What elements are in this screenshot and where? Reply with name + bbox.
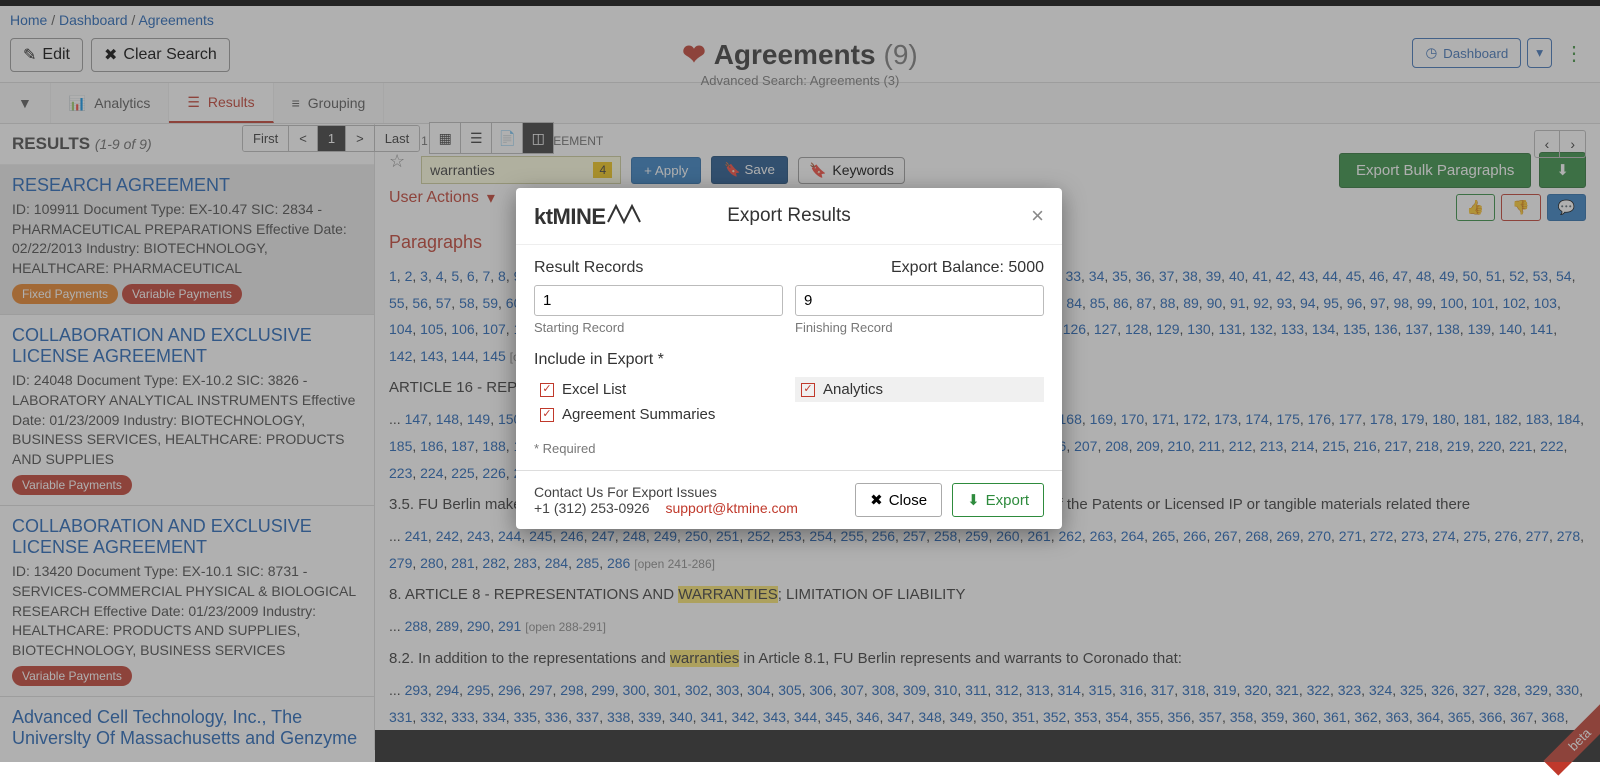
summaries-checkbox[interactable]: ✓Agreement Summaries xyxy=(534,402,783,427)
export-balance-label: Export Balance: 5000 xyxy=(891,259,1044,277)
finishing-record-input[interactable] xyxy=(795,285,1044,316)
result-records-label: Result Records xyxy=(534,259,643,277)
starting-record-label: Starting Record xyxy=(534,320,783,335)
required-note: * Required xyxy=(534,441,1044,456)
starting-record-input[interactable] xyxy=(534,285,783,316)
ktmine-logo: ktMINE xyxy=(534,202,642,230)
contact-info: Contact Us For Export Issues +1 (312) 25… xyxy=(534,484,798,516)
contact-email[interactable]: support@ktmine.com xyxy=(665,500,797,516)
export-button[interactable]: ⬇ Export xyxy=(952,483,1044,517)
close-icon[interactable]: × xyxy=(1031,203,1044,229)
include-label: Include in Export * xyxy=(534,351,1044,369)
analytics-checkbox[interactable]: ✓Analytics xyxy=(795,377,1044,402)
excel-list-checkbox[interactable]: ✓Excel List xyxy=(534,377,783,402)
contact-phone: +1 (312) 253-0926 xyxy=(534,500,650,516)
close-button[interactable]: ✖ Close xyxy=(855,483,942,517)
export-modal: ktMINE Export Results × Result Records E… xyxy=(516,188,1062,529)
finishing-record-label: Finishing Record xyxy=(795,320,1044,335)
